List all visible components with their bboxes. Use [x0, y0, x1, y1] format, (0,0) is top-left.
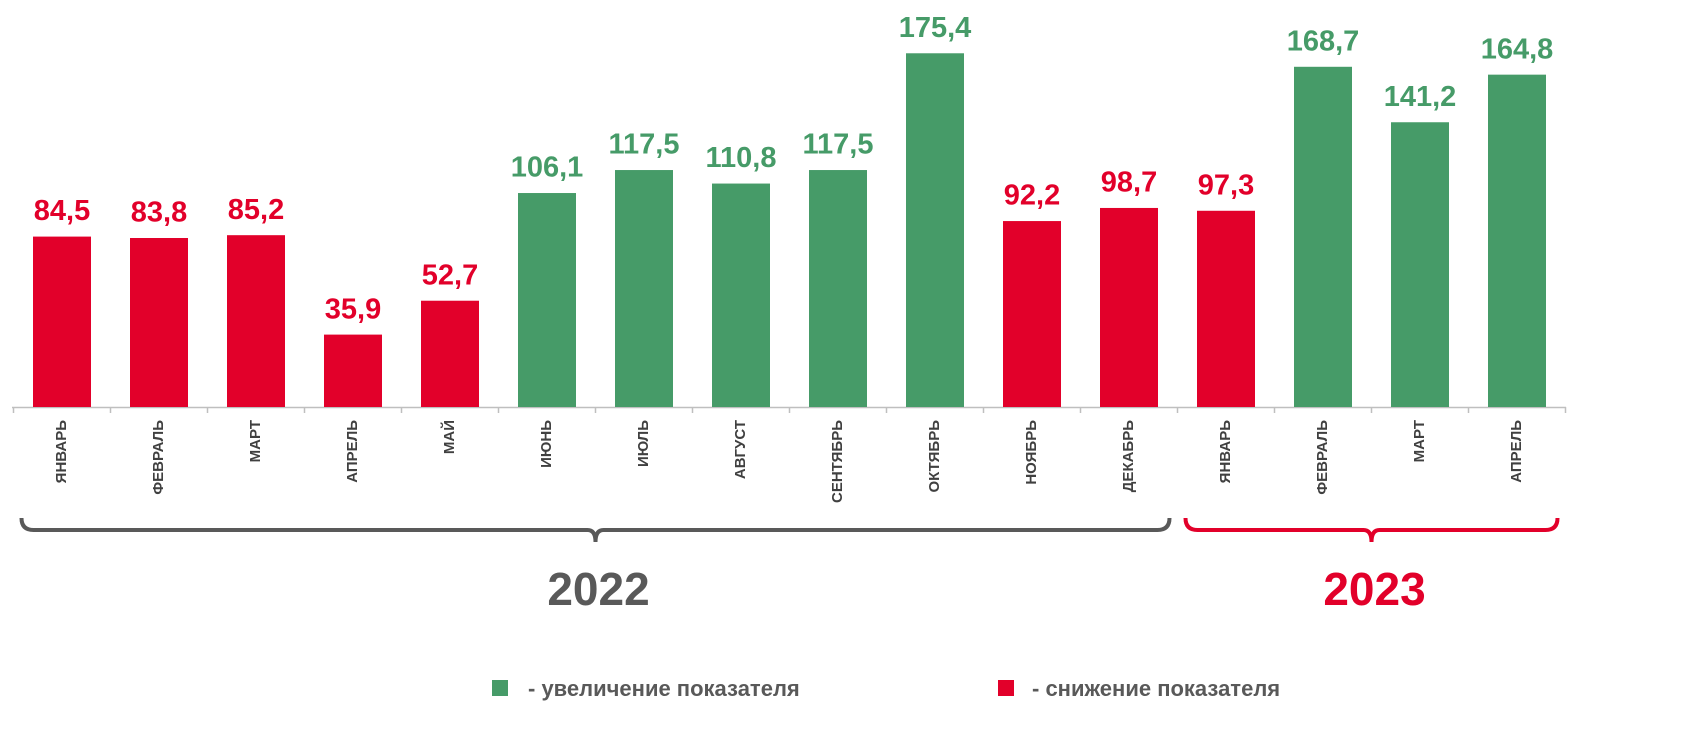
- bar: [906, 53, 964, 407]
- legend-swatch: [998, 680, 1014, 696]
- x-tick-label: АПРЕЛЬ: [344, 420, 361, 483]
- bar: [1100, 207, 1158, 407]
- value-label: 106,1: [511, 152, 584, 184]
- legend-label: - увеличение показателя: [528, 676, 800, 701]
- value-label: 117,5: [609, 129, 680, 161]
- x-tick-label: МАЙ: [440, 420, 458, 454]
- bar: [712, 183, 770, 407]
- bar: [1488, 74, 1546, 408]
- value-label: 168,7: [1287, 25, 1360, 57]
- bar: [518, 193, 576, 407]
- group-bracket: [1183, 517, 1560, 543]
- bar: [33, 236, 91, 407]
- x-tick-label: ДЕКАБРЬ: [1120, 420, 1137, 492]
- bar: [1294, 66, 1352, 407]
- x-tick-label: ИЮНЬ: [538, 420, 555, 468]
- value-label: 175,4: [899, 12, 972, 44]
- value-label: 52,7: [422, 259, 478, 291]
- x-tick-label: АВГУСТ: [732, 420, 749, 479]
- bar: [324, 334, 382, 407]
- bar: [227, 235, 285, 407]
- value-label: 35,9: [325, 293, 381, 325]
- value-label: 92,2: [1004, 180, 1060, 212]
- value-label: 117,5: [803, 129, 874, 161]
- bar: [130, 238, 188, 407]
- x-tick-label: ФЕВРАЛЬ: [1314, 420, 1331, 495]
- x-tick-label: ИЮЛЬ: [635, 420, 652, 467]
- value-label: 85,2: [228, 194, 284, 226]
- x-tick-label: АПРЕЛЬ: [1508, 420, 1525, 483]
- x-tick-label: СЕНТЯБРЬ: [829, 420, 846, 503]
- x-tick-label: ФЕВРАЛЬ: [150, 420, 167, 495]
- x-tick-label: ЯНВАРЬ: [53, 420, 70, 484]
- bar: [809, 170, 867, 407]
- value-label: 83,8: [131, 197, 187, 229]
- x-tick-label: НОЯБРЬ: [1023, 420, 1040, 485]
- x-tick-label: ЯНВАРЬ: [1217, 420, 1234, 484]
- legend-swatch: [492, 680, 508, 696]
- group-label: 2022: [547, 563, 649, 615]
- x-tick-label: МАРТ: [1411, 420, 1428, 462]
- legend-label: - снижение показателя: [1032, 676, 1280, 701]
- bar: [1391, 122, 1449, 407]
- value-label: 110,8: [706, 142, 777, 174]
- group-bracket: [19, 517, 1172, 543]
- value-label: 84,5: [34, 195, 90, 227]
- x-tick-label: МАРТ: [247, 420, 264, 462]
- x-tick-label: ОКТЯБРЬ: [926, 420, 943, 493]
- bar: [1197, 210, 1255, 407]
- value-label: 97,3: [1198, 169, 1254, 201]
- group-label: 2023: [1323, 563, 1425, 615]
- bar: [615, 170, 673, 407]
- bar: [1003, 221, 1061, 407]
- value-label: 164,8: [1481, 33, 1554, 65]
- value-label: 141,2: [1384, 81, 1457, 113]
- value-label: 98,7: [1101, 167, 1157, 199]
- bar: [421, 300, 479, 407]
